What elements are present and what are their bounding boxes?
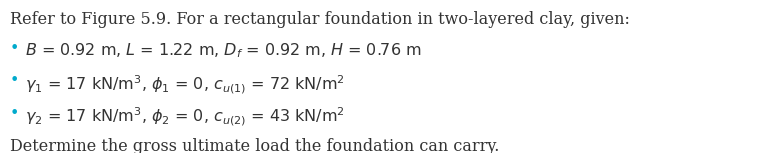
Text: Determine the gross ultimate load the foundation can carry.: Determine the gross ultimate load the fo… <box>10 138 499 153</box>
Text: •: • <box>10 106 19 121</box>
Text: $\gamma_1$ = 17 kN/m$^3$, $\phi_1$ = 0, $c_{u(1)}$ = 72 kN/m$^2$: $\gamma_1$ = 17 kN/m$^3$, $\phi_1$ = 0, … <box>25 73 345 96</box>
Text: Refer to Figure 5.9. For a rectangular foundation in two-layered clay, given:: Refer to Figure 5.9. For a rectangular f… <box>10 11 630 28</box>
Text: •: • <box>10 73 19 88</box>
Text: •: • <box>10 41 19 56</box>
Text: $B$ = 0.92 m, $L$ = 1.22 m, $D_f$ = 0.92 m, $H$ = 0.76 m: $B$ = 0.92 m, $L$ = 1.22 m, $D_f$ = 0.92… <box>25 41 422 60</box>
Text: $\gamma_2$ = 17 kN/m$^3$, $\phi_2$ = 0, $c_{u(2)}$ = 43 kN/m$^2$: $\gamma_2$ = 17 kN/m$^3$, $\phi_2$ = 0, … <box>25 106 345 128</box>
